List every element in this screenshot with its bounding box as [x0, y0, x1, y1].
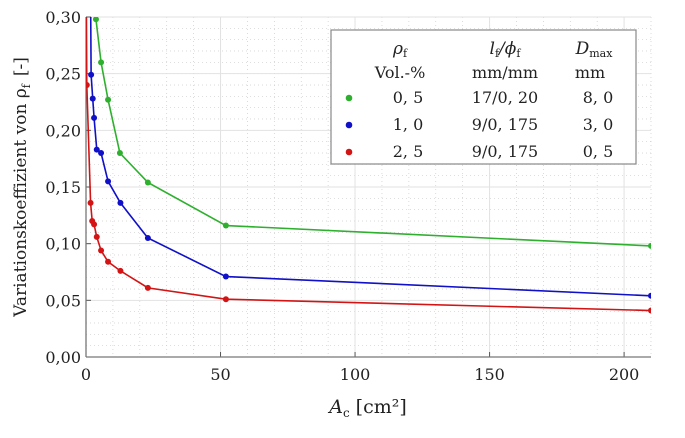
data-point [89, 95, 96, 102]
x-axis-label: Ac [cm²] [327, 396, 407, 420]
data-point [98, 150, 105, 156]
y-tick-label: 0,10 [45, 235, 81, 254]
data-point [144, 179, 151, 186]
data-point [222, 273, 229, 280]
legend-box [330, 29, 637, 165]
data-point [648, 307, 651, 314]
y-tick-label: 0,00 [45, 348, 81, 367]
legend: ρf lf/ϕf Dmax Vol.-% mm/mm mm 0, 5 17/0, … [330, 29, 637, 165]
legend-dmax-value: 3, 0 [583, 115, 614, 134]
y-tick-label: 0,30 [45, 8, 81, 27]
series-0 [92, 17, 651, 249]
data-point [117, 199, 124, 206]
legend-header-lphi: lf/ϕf [490, 39, 522, 60]
legend-marker [345, 94, 353, 102]
data-point [88, 71, 95, 78]
legend-lphi-value: 17/0, 20 [472, 88, 538, 107]
x-tick-label: 50 [210, 365, 230, 384]
data-point [93, 146, 100, 153]
legend-dmax-value: 0, 5 [583, 142, 614, 161]
data-point [92, 17, 99, 23]
legend-marker [345, 121, 353, 129]
legend-rho-value: 1, 0 [393, 115, 424, 134]
series-line [86, 17, 651, 312]
series-2 [86, 17, 651, 314]
data-point [91, 114, 98, 121]
legend-marker [345, 148, 353, 156]
x-tick-label: 100 [340, 365, 371, 384]
legend-unit-dmax: mm [575, 63, 605, 82]
y-tick-label: 0,15 [45, 178, 81, 197]
series-group [86, 17, 651, 314]
data-point [648, 292, 651, 299]
y-tick-label: 0,05 [45, 291, 81, 310]
y-axis-label: Variationskoeffizient von ρf[-] [11, 57, 33, 318]
data-point [98, 59, 105, 66]
data-point [87, 199, 94, 206]
tick-labels: 0 50 100 150 200 0,00 0,05 0,10 0,15 0,20 0,25 0,30 [45, 8, 639, 384]
legend-unit-lphi: mm/mm [472, 63, 538, 82]
data-point [144, 235, 151, 241]
x-tick-label: 150 [474, 365, 505, 384]
data-point [105, 178, 112, 185]
data-point [105, 96, 112, 103]
data-point [91, 221, 98, 228]
data-point [117, 267, 124, 274]
y-tick-label: 0,20 [45, 121, 81, 140]
data-point [98, 247, 105, 254]
data-point [93, 233, 100, 240]
y-tick-label: 0,25 [45, 65, 81, 84]
data-point [116, 150, 123, 156]
legend-rho-value: 0, 5 [393, 88, 424, 107]
data-point [648, 242, 651, 249]
legend-unit-rho: Vol.-% [374, 63, 426, 82]
data-point [144, 284, 151, 291]
data-point [105, 258, 112, 265]
data-point [222, 296, 229, 303]
data-point [222, 222, 229, 229]
series-1 [88, 17, 651, 299]
legend-rho-value: 2, 5 [393, 142, 424, 161]
legend-header-rho: ρf [392, 39, 408, 60]
legend-header-dmax: Dmax [575, 39, 614, 60]
x-tick-label: 200 [609, 365, 640, 384]
legend-lphi-value: 9/0, 175 [472, 142, 538, 161]
legend-dmax-value: 8, 0 [583, 88, 614, 107]
data-point [86, 82, 90, 88]
legend-lphi-value: 9/0, 175 [472, 115, 538, 134]
x-tick-label: 0 [81, 365, 91, 384]
